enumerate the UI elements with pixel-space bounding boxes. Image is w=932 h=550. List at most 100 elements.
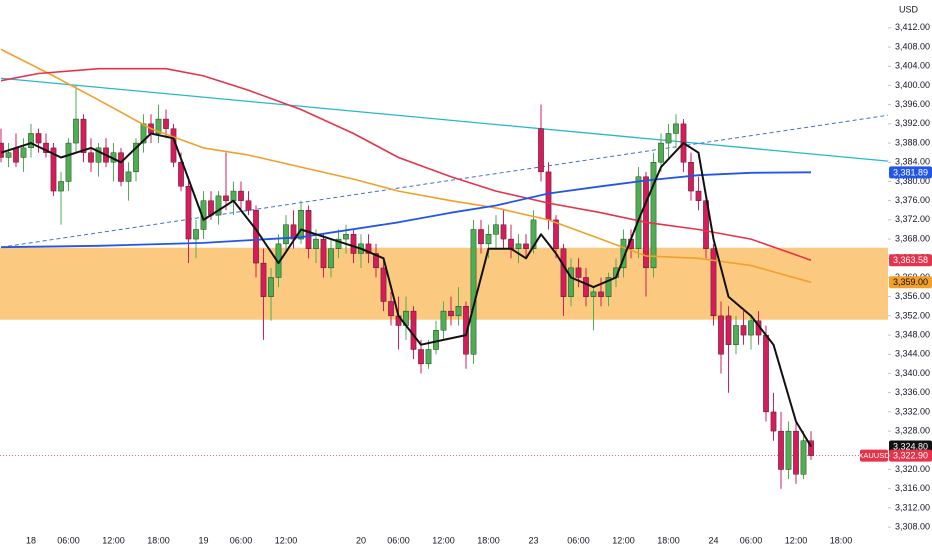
y-tick-label: 3,312.00 [895, 502, 930, 512]
candle-body [193, 229, 199, 240]
candle-body [305, 210, 312, 249]
symbol-tag-label: XAUUSD [858, 451, 890, 460]
price-tag-label: 3,322.90 [893, 450, 928, 460]
trendline [0, 77, 888, 162]
y-tick-label: 3,408.00 [895, 41, 930, 51]
candle-body [673, 123, 679, 134]
candle-body [590, 291, 597, 297]
candle-body [598, 291, 604, 297]
candle-body [388, 301, 394, 317]
candle-body [770, 411, 777, 432]
price-axis: USD 3,412.00 3,408.00 3,404.00 3,400.00 3,39… [888, 4, 932, 531]
candle-body [88, 152, 94, 163]
candle-body [493, 224, 499, 235]
y-tick-label: 3,392.00 [895, 118, 930, 128]
y-tick-label: 3,352.00 [895, 310, 930, 320]
x-tick-label: 12:00 [102, 535, 125, 545]
candle-body [133, 142, 139, 173]
x-tick-label: 06:00 [567, 535, 590, 545]
candle-body [298, 210, 304, 240]
price-tag-label: 3,381.89 [893, 167, 928, 177]
y-tick-label: 3,308.00 [895, 521, 930, 531]
x-tick-label: 06:00 [740, 535, 763, 545]
candle-body [125, 171, 132, 182]
candle-body [485, 234, 492, 245]
candle-body [5, 152, 12, 158]
candle-body [0, 142, 4, 158]
y-tick-label: 3,412.00 [895, 22, 930, 32]
candle-body [365, 243, 372, 254]
candle-body [43, 142, 49, 153]
price-tag [889, 254, 932, 267]
candle-body [268, 277, 274, 297]
candle-body [695, 190, 702, 201]
candle-body [778, 430, 784, 470]
moving-average [0, 171, 812, 249]
candle-body [65, 142, 72, 182]
price-tag [889, 276, 932, 289]
candle-body [245, 200, 252, 211]
candle-body [223, 195, 229, 201]
candle-body [320, 238, 327, 269]
candle-body [80, 118, 87, 153]
y-tick-label: 3,348.00 [895, 329, 930, 339]
x-tick-label: 06:00 [57, 535, 80, 545]
symbol-tag [860, 449, 888, 462]
candle-body [328, 248, 334, 269]
candle-body [575, 267, 582, 278]
candle-body [433, 330, 439, 350]
candle-body [28, 133, 34, 149]
candle-body [733, 325, 739, 345]
candle-body [665, 133, 672, 144]
candle-body [523, 243, 529, 249]
candle-body [335, 238, 342, 249]
candle-body [380, 267, 387, 302]
candle-body [185, 186, 192, 240]
x-tick-label: 23 [528, 535, 538, 545]
candle-body [515, 243, 522, 249]
candle-body [215, 195, 222, 216]
moving-average [0, 132, 812, 448]
y-tick-label: 3,316.00 [895, 483, 930, 493]
candle-body [748, 320, 754, 336]
candle-body [155, 118, 162, 134]
y-tick-label: 3,400.00 [895, 80, 930, 90]
x-tick-label: 18:00 [147, 535, 170, 545]
candle-body [13, 147, 19, 163]
candle-body [560, 248, 567, 297]
candle-body [605, 277, 612, 297]
candle-body [793, 430, 799, 475]
x-tick-label: 18:00 [830, 535, 853, 545]
x-tick-label: 24 [708, 535, 718, 545]
candle-body [740, 325, 747, 336]
candle-body [470, 229, 477, 355]
x-tick-label: 12:00 [612, 535, 635, 545]
price-tag [889, 440, 932, 453]
candle-body [635, 176, 642, 249]
price-tag-label: 3,324.80 [893, 441, 928, 451]
y-tick-label: 3,332.00 [895, 406, 930, 416]
candle-body [725, 315, 732, 345]
candle-body [455, 306, 462, 317]
trendline [0, 114, 888, 248]
candle-body [440, 310, 447, 331]
candle-body [283, 224, 289, 245]
candle-body [538, 128, 544, 173]
candle-body [583, 277, 589, 297]
candle-body [35, 133, 42, 144]
y-tick-label: 3,376.00 [895, 195, 930, 205]
price-tag-label: 3,363.58 [893, 255, 928, 265]
candle-body [313, 238, 319, 249]
y-tick-label: 3,404.00 [895, 61, 930, 71]
candle-body [20, 147, 27, 158]
candle-body [650, 162, 657, 269]
candle-body [478, 229, 484, 245]
moving-average [0, 48, 812, 284]
candle-body [545, 171, 552, 221]
candle-body [530, 219, 537, 249]
candle-body [350, 234, 357, 254]
candle-body [178, 162, 184, 187]
candle-body [73, 118, 79, 144]
x-tick-label: 12:00 [275, 535, 298, 545]
candle-body [763, 334, 769, 413]
